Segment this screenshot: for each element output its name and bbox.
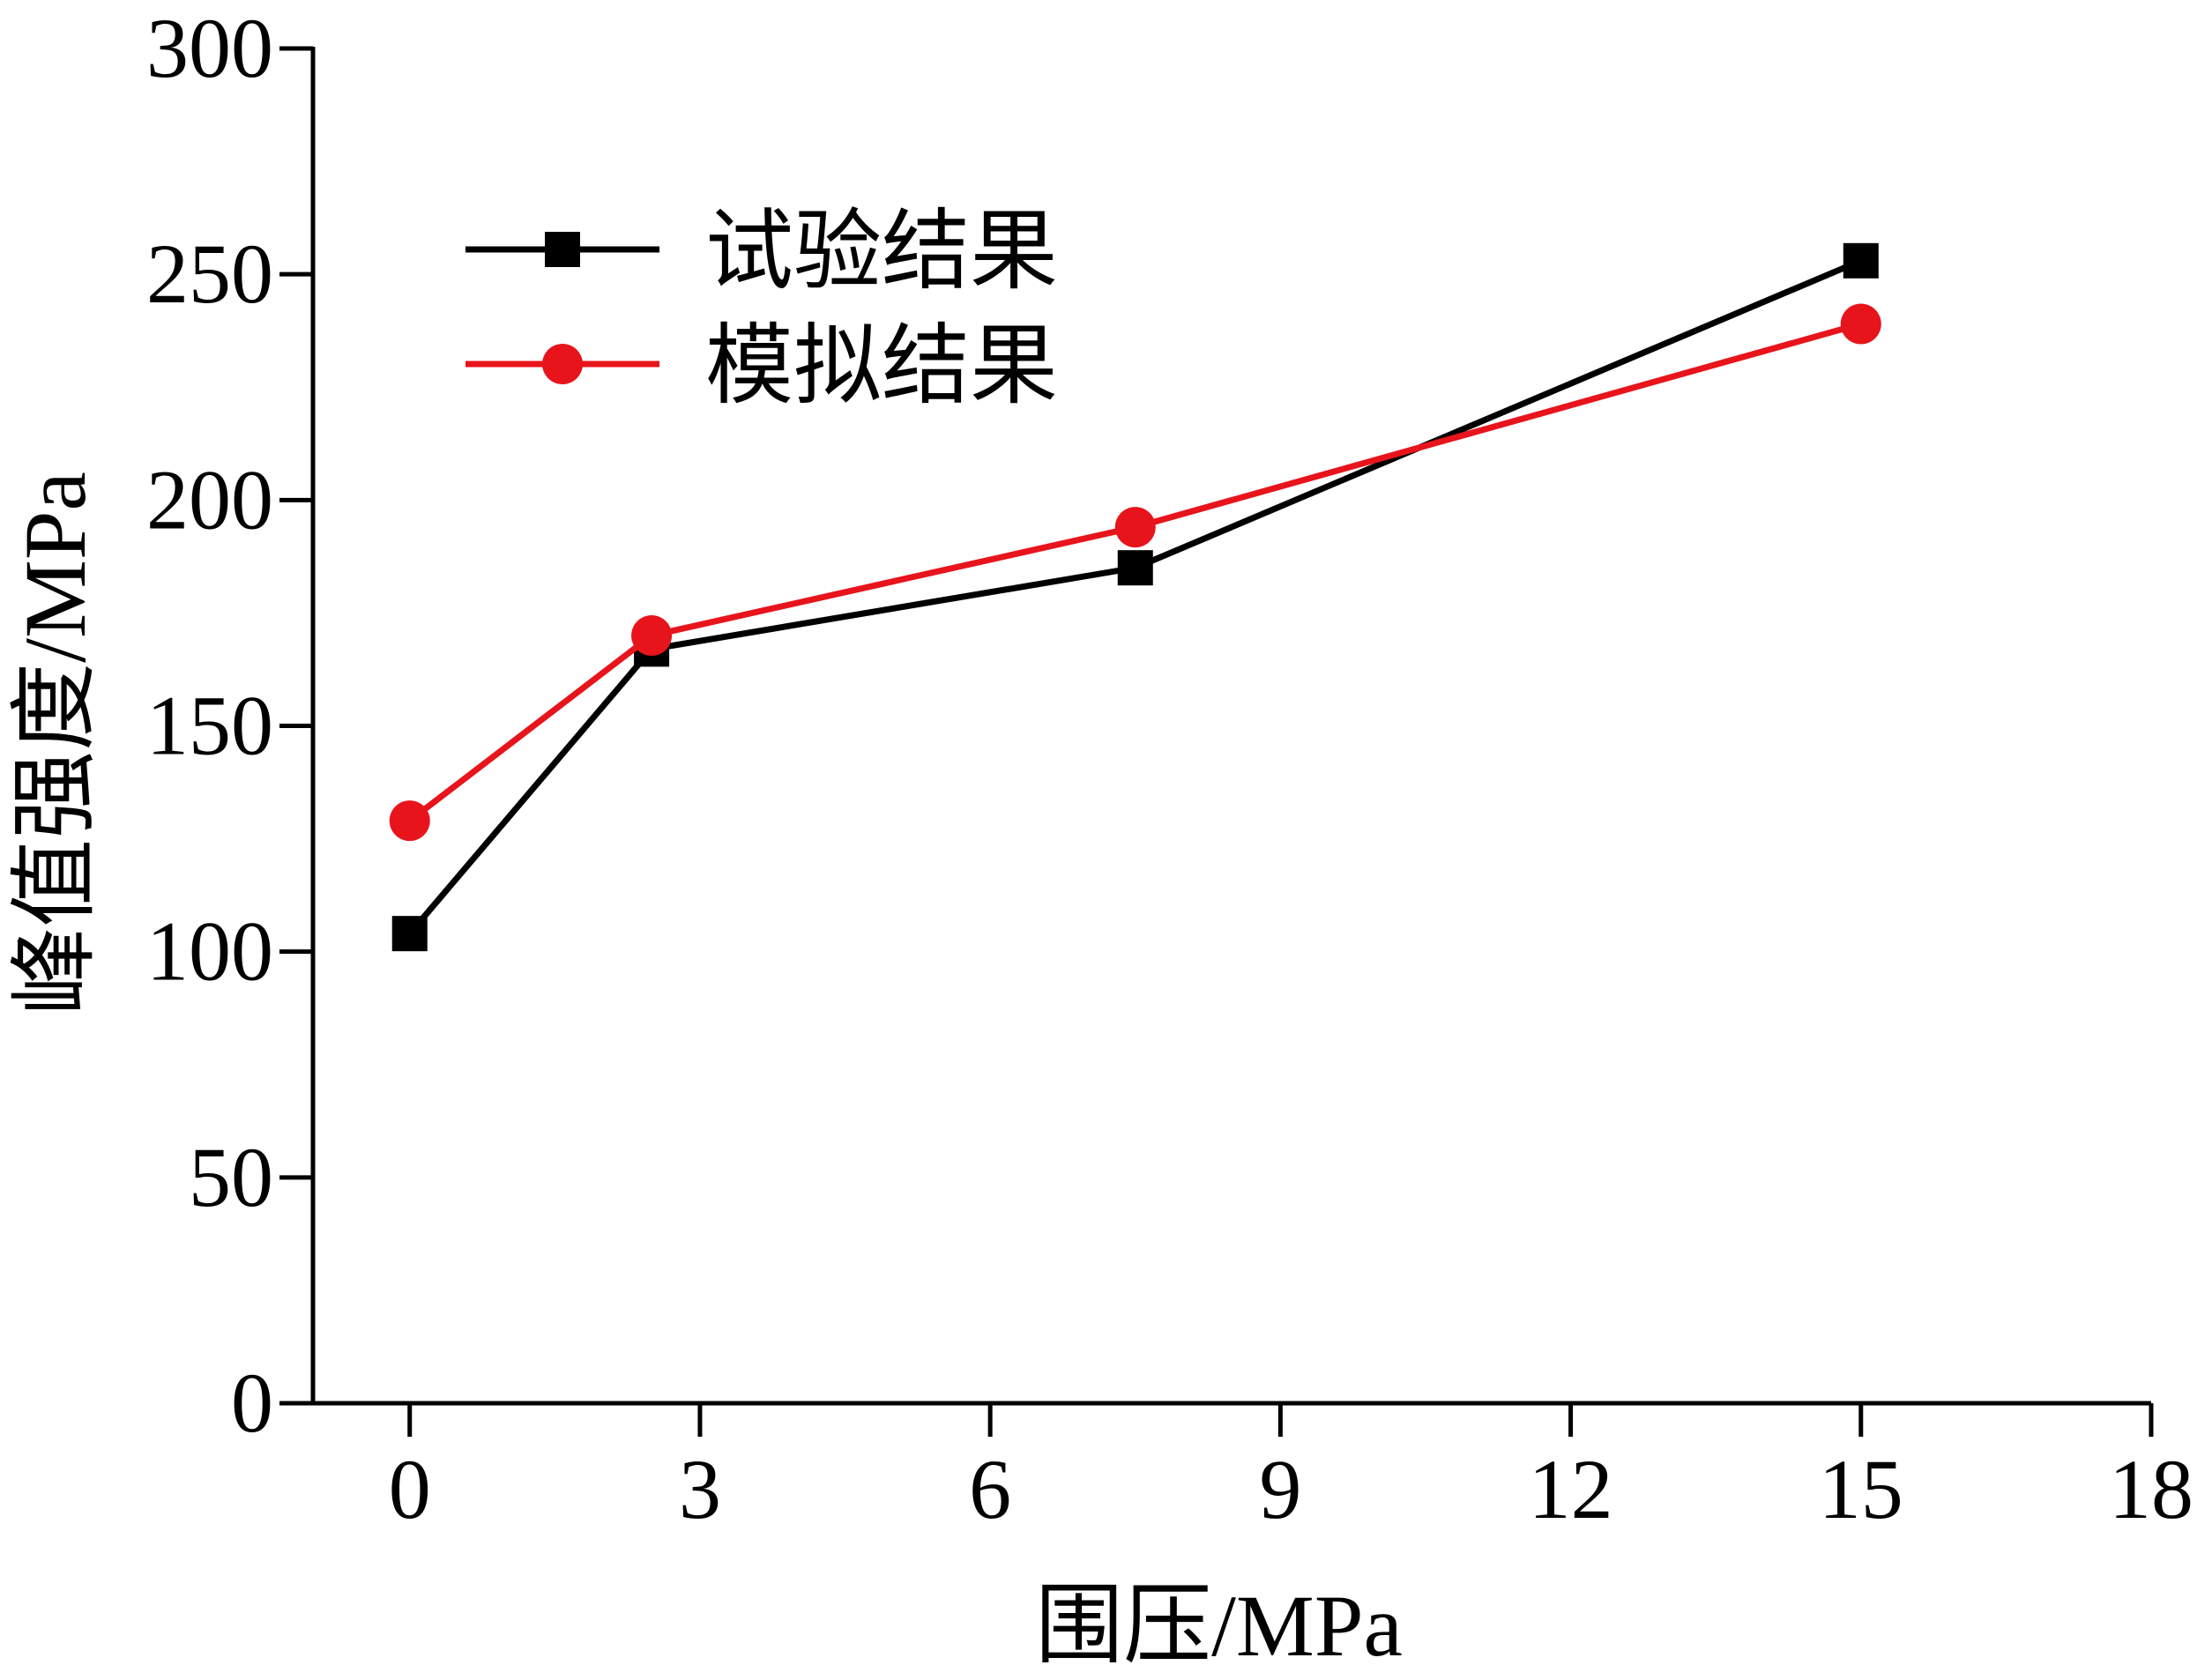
y-axis-title: 峰值强度/MPa xyxy=(6,472,104,1015)
x-tick-label: 0 xyxy=(389,1442,431,1536)
data-point xyxy=(391,916,428,952)
data-point xyxy=(1843,242,1879,279)
y-tick-label: 0 xyxy=(231,1356,273,1450)
y-tick-label: 250 xyxy=(146,227,273,321)
x-tick-label: 12 xyxy=(1529,1442,1613,1536)
x-tick-label: 18 xyxy=(2109,1442,2193,1536)
data-point xyxy=(1840,303,1881,345)
data-point xyxy=(1114,507,1156,548)
legend-label: 模拟结果 xyxy=(705,317,1058,415)
series-line xyxy=(407,321,1862,823)
series-1 xyxy=(391,242,1879,952)
data-point xyxy=(389,800,430,842)
x-tick-label: 9 xyxy=(1259,1442,1301,1536)
y-tick-label: 300 xyxy=(146,1,273,95)
legend-label: 试验结果 xyxy=(705,203,1058,301)
data-point xyxy=(631,615,673,657)
y-tick-label: 200 xyxy=(146,452,273,546)
y-tick-label: 50 xyxy=(189,1130,273,1224)
x-tick-label: 6 xyxy=(969,1442,1011,1536)
series-2 xyxy=(389,303,1881,842)
legend-marker xyxy=(545,232,580,267)
legend-marker xyxy=(542,344,583,384)
x-tick-label: 3 xyxy=(679,1442,721,1536)
legend-item: 模拟结果 xyxy=(465,317,1058,415)
x-tick-label: 15 xyxy=(1819,1442,1903,1536)
data-point xyxy=(1117,550,1153,586)
y-tick-label: 100 xyxy=(146,904,273,999)
legend-item: 试验结果 xyxy=(465,203,1058,301)
series-line xyxy=(407,257,1863,936)
series-layer xyxy=(389,242,1881,952)
axes: 0 50 100 150 200 250 300 0 3 6 9 12 15 18 xyxy=(146,1,2193,1536)
y-tick-label: 150 xyxy=(146,679,273,773)
x-axis-title: 围压/MPa xyxy=(1035,1577,1403,1675)
